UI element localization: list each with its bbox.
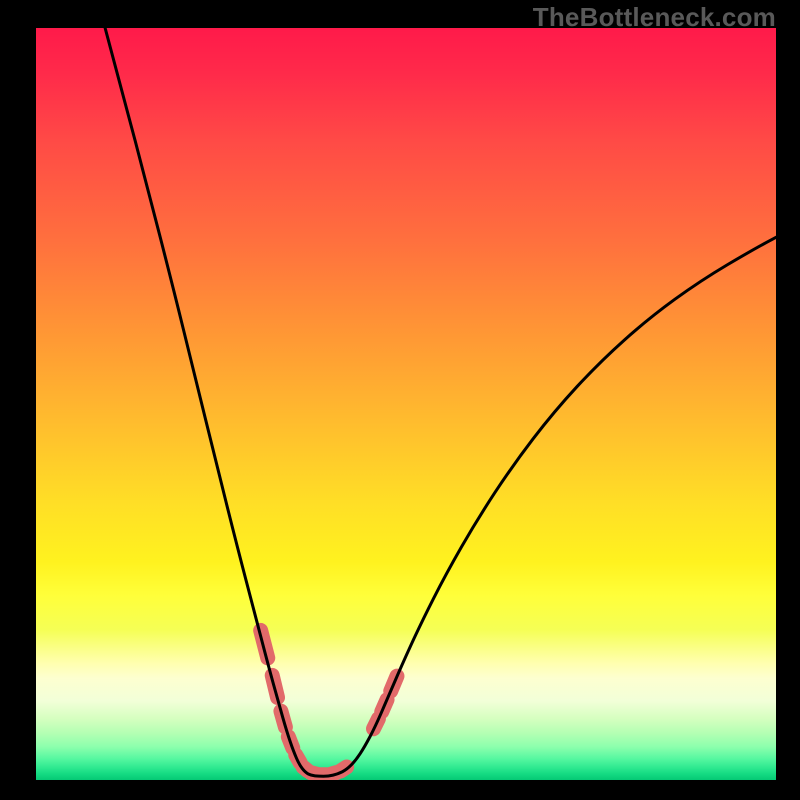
watermark-text: TheBottleneck.com [533,2,776,33]
plot-svg [36,28,776,780]
gradient-background [36,28,776,780]
plot-area [36,28,776,780]
